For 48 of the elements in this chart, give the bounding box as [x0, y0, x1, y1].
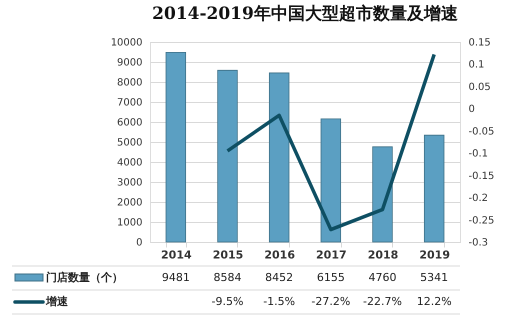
x-tick-label: 2015: [212, 248, 244, 262]
y2-tick-label: -0.25: [468, 215, 494, 226]
data-label: 12.2%: [416, 295, 452, 308]
data-label: 5341: [420, 271, 448, 284]
chart-title: 2014-2019年中国大型超市数量及增速: [152, 4, 458, 24]
x-tick-label: 2017: [316, 248, 347, 262]
y-tick-label: 9000: [117, 58, 142, 68]
bar: [320, 118, 342, 242]
bar: [372, 146, 393, 242]
line-series: [226, 52, 436, 232]
y2-tick-label: -0.15: [468, 170, 494, 182]
y-tick-label: 10000: [110, 38, 142, 48]
x-tick-label: 2014: [161, 248, 192, 262]
bar: [166, 52, 186, 242]
y2-tick-label: 0.1: [468, 60, 484, 71]
y-tick-label: 1000: [117, 218, 142, 228]
y2-tick-label: -0.1: [468, 148, 488, 160]
data-label: -22.7%: [363, 295, 402, 308]
y2-tick-label: 0.05: [468, 82, 491, 93]
y-tick-label: 4000: [117, 158, 142, 168]
y2-tick-label: 0: [468, 104, 475, 116]
data-label: -27.2%: [311, 295, 350, 308]
legend-label: 门店数量（个）: [46, 271, 123, 284]
bar: [217, 70, 238, 242]
y-tick-label: 7000: [117, 98, 142, 108]
y2-tick-label: -0.2: [468, 193, 488, 204]
x-tick-label: 2019: [419, 248, 450, 262]
y-tick-label: 8000: [117, 78, 142, 88]
data-label: 8452: [265, 271, 294, 284]
y2-tick-label: -0.05: [468, 126, 494, 138]
bar: [268, 72, 290, 242]
y-tick-label: 3000: [117, 178, 142, 188]
legend-label: 增速: [45, 295, 69, 308]
data-label: 6155: [316, 271, 345, 284]
bar: [424, 134, 444, 242]
y-tick-label: 6000: [117, 118, 142, 128]
data-label: -9.5%: [212, 295, 244, 308]
x-tick-label: 2018: [368, 248, 398, 262]
y-tick-label: 2000: [117, 198, 142, 208]
data-label: -1.5%: [263, 295, 296, 308]
data-label: 8584: [214, 271, 242, 284]
y-tick-label: 5000: [117, 138, 142, 148]
y2-tick-label: -0.3: [468, 238, 488, 248]
y2-tick-label: 0.15: [468, 38, 491, 48]
y-tick-label: 0: [136, 238, 142, 248]
data-label: 9481: [162, 271, 190, 284]
x-tick-label: 2016: [264, 248, 296, 262]
data-label: 4760: [368, 271, 396, 284]
